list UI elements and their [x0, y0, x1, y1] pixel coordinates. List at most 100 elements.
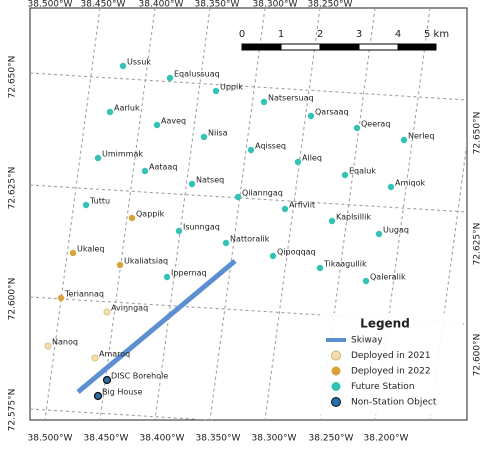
legend-title: Legend: [360, 317, 410, 331]
bottom-tick-label: 38.200°W: [364, 434, 409, 444]
station-label: Amiqok: [395, 179, 425, 188]
skiway: [76, 259, 237, 394]
station-marker: [119, 62, 127, 70]
scale-label: 5 km: [424, 29, 449, 40]
station-marker: [307, 112, 315, 120]
bottom-tick-label: 38.250°W: [309, 434, 354, 444]
station-marker: [353, 124, 361, 132]
station-marker: [128, 214, 136, 222]
top-tick-label: 38.300°W: [253, 0, 298, 10]
station-marker: [362, 277, 370, 285]
station-label: Qeeraq: [361, 120, 390, 129]
station-marker: [222, 239, 230, 247]
station-marker: [93, 391, 103, 401]
right-tick-label: 72.600°N: [473, 334, 483, 377]
grid-line: [30, 296, 467, 325]
station-marker: [234, 193, 242, 201]
scale-label: 0: [239, 29, 245, 40]
legend-label: Deployed in 2021: [351, 351, 431, 361]
station-label: Aqisseq: [255, 142, 286, 151]
station-marker: [94, 154, 102, 162]
station-label: Qarsaaq: [315, 108, 349, 117]
bottom-tick-label: 38.500°W: [28, 434, 73, 444]
legend-label: Non-Station Object: [351, 398, 437, 408]
station-marker: [163, 273, 171, 281]
bottom-tick-label: 38.300°W: [252, 434, 297, 444]
scale-segment: [358, 43, 399, 51]
legend-symbol: [331, 382, 341, 391]
left-tick-label: 72.600°N: [8, 278, 18, 321]
station-marker: [141, 167, 149, 175]
station-label: Nerleq: [408, 132, 434, 141]
station-marker: [294, 158, 302, 166]
station-label: Kaplsillik: [336, 213, 371, 222]
station-label: Aataaq: [149, 163, 177, 172]
station-label: Qappik: [136, 210, 165, 219]
top-tick-label: 38.500°W: [28, 0, 73, 10]
station-label: Qipoqqaq: [277, 248, 316, 257]
legend-label: Future Station: [351, 382, 415, 392]
station-marker: [57, 294, 65, 302]
station-label: Umimmak: [102, 150, 143, 159]
station-label: Qilanngaq: [242, 189, 283, 198]
station-marker: [69, 249, 77, 257]
legend-box: [320, 313, 463, 415]
station-label: Nattoralik: [230, 235, 270, 244]
bottom-tick-label: 38.350°W: [196, 434, 241, 444]
scale-segment: [241, 43, 282, 51]
station-marker: [116, 261, 124, 269]
legend-symbol: [331, 350, 341, 361]
station-label: Natsersuaq: [268, 94, 314, 103]
left-tick-label: 72.625°N: [8, 167, 18, 210]
scale-label: 4: [395, 29, 401, 40]
top-tick-label: 38.450°W: [81, 0, 126, 10]
station-label: Aaveq: [161, 117, 186, 126]
station-label: Alleq: [302, 154, 322, 163]
left-tick-label: 72.575°N: [8, 389, 18, 432]
station-label: Amaroq: [99, 350, 130, 359]
bottom-tick-label: 38.450°W: [84, 434, 129, 444]
scale-label: 3: [356, 29, 362, 40]
grid-line: [30, 72, 467, 101]
station-label: Ukaliatsiaq: [124, 257, 168, 266]
scale-segment: [280, 43, 321, 51]
scale-label: 2: [317, 29, 323, 40]
station-marker: [400, 136, 408, 144]
station-marker: [82, 201, 90, 209]
station-marker: [341, 171, 349, 179]
station-marker: [375, 230, 383, 238]
station-label: Teriannaq: [64, 290, 104, 299]
station-label: Ippernaq: [171, 269, 207, 278]
legend-symbol: [331, 397, 341, 407]
station-marker: [328, 217, 336, 225]
grid-line: [30, 408, 217, 420]
station-marker: [103, 308, 111, 316]
station-marker: [102, 375, 112, 385]
top-tick-label: 38.350°W: [195, 0, 240, 10]
station-label: DISC Borehole: [111, 372, 168, 381]
scale-segment: [397, 43, 437, 51]
station-marker: [212, 87, 220, 95]
station-marker: [260, 98, 268, 106]
station-marker: [387, 183, 395, 191]
station-label: Big House: [102, 388, 142, 397]
right-tick-label: 72.650°N: [473, 112, 483, 155]
station-marker: [188, 180, 196, 188]
right-tick-label: 72.625°N: [473, 223, 483, 266]
station-marker: [44, 342, 52, 350]
station-marker: [106, 108, 114, 116]
station-label: Qaleralik: [370, 273, 406, 282]
station-label: Tuttu: [89, 197, 110, 206]
grid-line: [30, 184, 467, 213]
station-label: Eqaluk: [349, 167, 376, 176]
station-marker: [153, 121, 161, 129]
station-marker: [166, 74, 174, 82]
station-label: Natseq: [196, 176, 224, 185]
scale-segment: [319, 43, 360, 51]
station-marker: [175, 227, 183, 235]
station-marker: [91, 354, 99, 362]
scale-label: 1: [278, 29, 284, 40]
station-label: Aarluk: [114, 104, 140, 113]
station-marker: [200, 133, 208, 141]
